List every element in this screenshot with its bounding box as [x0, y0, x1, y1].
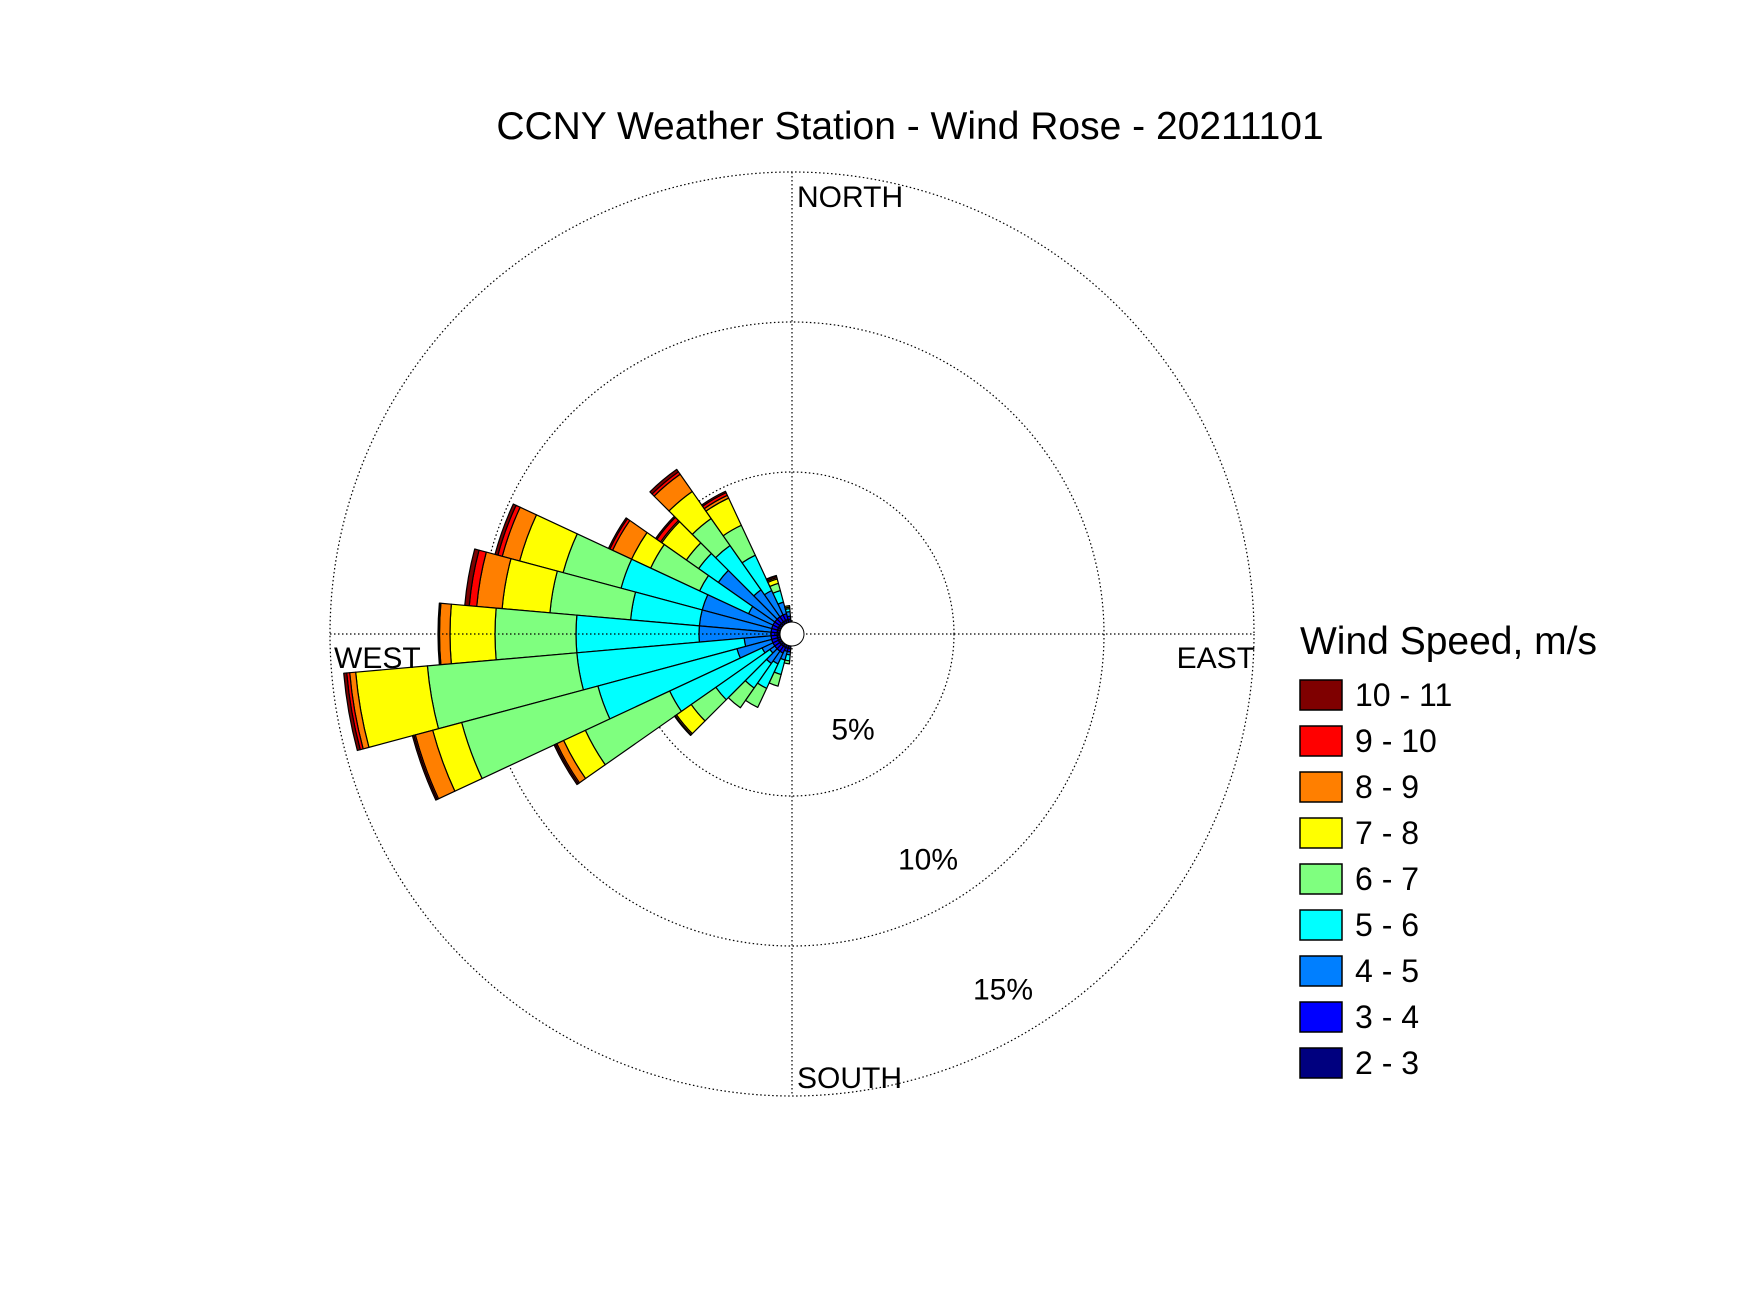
- legend-swatch-2: [1299, 771, 1343, 803]
- legend-swatch-0: [1299, 679, 1343, 711]
- sector-260-bin-8: [343, 672, 361, 752]
- sector-280-bin-8: [464, 548, 480, 607]
- direction-label-north: NORTH: [797, 181, 903, 214]
- legend-label-8: 2 - 3: [1355, 1045, 1419, 1081]
- legend-swatch-5: [1299, 909, 1343, 941]
- legend-label-7: 3 - 4: [1355, 999, 1419, 1035]
- legend-label-0: 10 - 11: [1355, 677, 1452, 713]
- sector-200-bin-4: [768, 671, 782, 687]
- sector-340-bin-8: [765, 574, 778, 581]
- radial-tick-label-2: 10%: [898, 844, 958, 877]
- legend-swatch-8: [1299, 1047, 1343, 1079]
- legend-title: Wind Speed, m/s: [1300, 620, 1597, 663]
- legend-label-3: 7 - 8: [1355, 815, 1419, 851]
- radial-tick-label-3: 15%: [973, 973, 1033, 1006]
- sector-300-bin-8: [607, 517, 628, 550]
- grid-circle-2: [479, 321, 1105, 947]
- sector-350-bin-5: [784, 605, 791, 609]
- legend-label-1: 9 - 10: [1355, 723, 1437, 759]
- legend-swatch-3: [1299, 817, 1343, 849]
- sector-250-bin-8: [411, 734, 438, 801]
- legend-swatch-7: [1299, 1001, 1343, 1033]
- sector-190-bin-4: [783, 659, 791, 665]
- legend-swatch-6: [1299, 955, 1343, 987]
- direction-label-east: EAST: [1177, 642, 1255, 675]
- radial-tick-labels: 5% 10% 15%: [831, 714, 1033, 1007]
- direction-label-west: WEST: [334, 642, 421, 675]
- legend-swatch-1: [1299, 725, 1343, 757]
- sector-270-bin-8: [437, 602, 441, 666]
- direction-label-south: SOUTH: [797, 1062, 902, 1095]
- sector-330-bin-8: [701, 490, 727, 507]
- sector-270-bin-5: [449, 603, 497, 665]
- sector-240-bin-8: [553, 743, 579, 786]
- legend-label-6: 4 - 5: [1355, 953, 1419, 989]
- chart-title: CCNY Weather Station - Wind Rose - 20211…: [496, 105, 1323, 148]
- sector-210-bin-4: [744, 682, 768, 709]
- sector-290-bin-8: [494, 503, 517, 556]
- radial-tick-label-1: 5%: [831, 714, 874, 747]
- center-hole: [779, 621, 805, 647]
- legend: Wind Speed, m/s 10 - 11 9 - 10 8 - 9 7 - 8 6…: [1299, 620, 1597, 1081]
- legend-label-2: 8 - 9: [1355, 769, 1419, 805]
- sector-230-bin-8: [673, 715, 692, 736]
- legend-items: 10 - 11 9 - 10 8 - 9 7 - 8 6 - 7 5 - 6 4 - 5 3 …: [1299, 677, 1452, 1081]
- legend-label-5: 5 - 6: [1355, 907, 1419, 943]
- legend-swatch-4: [1299, 863, 1343, 895]
- legend-label-4: 6 - 7: [1355, 861, 1419, 897]
- sector-270-bin-6: [438, 602, 452, 666]
- sector-320-bin-8: [649, 468, 680, 495]
- sector-220-bin-4: [727, 680, 755, 709]
